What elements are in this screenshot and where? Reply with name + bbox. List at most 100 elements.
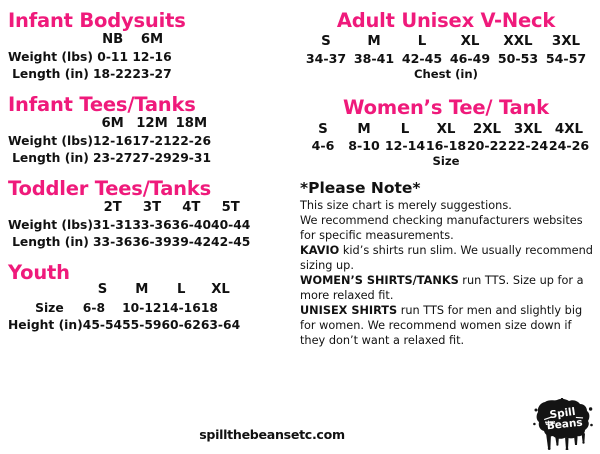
cell-value: 31-31 [92, 218, 133, 233]
note-line: We recommend checking manufacturers webs… [300, 213, 594, 243]
cell-value: 42-45 [211, 235, 251, 250]
note-line-text: run TTS for men and slightly big for wom… [300, 303, 583, 347]
cell-value: 4-6 [311, 138, 335, 154]
cell-value: 10-12 [122, 300, 162, 315]
note-line-emphasis: UNISEX SHIRTS [300, 303, 398, 317]
column-header: 5T [221, 200, 240, 216]
section-womens-tee-tank: Women’s Tee/ Tank S M L XL 2XL 3XL 4XL 4… [296, 84, 596, 170]
table-row: Weight (lbs) 0-11 12-16 [8, 49, 172, 66]
cell-value: 29-31 [171, 151, 212, 166]
website-url[interactable]: spillthebeansetc.com [199, 427, 345, 442]
cell-value: 40-44 [211, 218, 251, 233]
table-youth: S M L XL Size 6-8 10-12 14-16 18 Height … [8, 281, 240, 333]
cell-value: 50-53 [497, 50, 539, 66]
row-label: Length (in) [12, 67, 89, 82]
cell-value: 46-49 [449, 50, 491, 66]
cell-value: 54-57 [545, 50, 587, 66]
section-toddler-tees-tanks: Toddler Tees/Tanks 2T 3T 4T 5T Weight (l… [8, 169, 296, 251]
table-header-row: S M L XL [8, 281, 240, 299]
cell-value: 22-24 [507, 138, 549, 154]
cell-value: 36-39 [132, 235, 172, 250]
cell-value: 60-62 [161, 317, 201, 332]
note-line-emphasis: KAVIO [300, 243, 340, 257]
logo-text-mid: the [545, 420, 556, 427]
table-row: Length (in) 23-27 27-29 29-31 [8, 150, 211, 167]
row-label: Weight (lbs) [8, 134, 93, 149]
table-row: Weight (lbs) 31-31 33-36 36-40 40-44 [8, 217, 250, 234]
column-header: S [321, 34, 331, 50]
section-adult-unisex-vneck: Adult Unisex V-Neck S M L XL XXL 3XL 34-… [296, 0, 596, 82]
spill-the-beans-logo: Spill the Beans [532, 397, 594, 451]
row-label: Length (in) [12, 151, 89, 166]
cell-value: 39-42 [171, 235, 212, 250]
table-row: Weight (lbs) 12-16 17-21 22-26 [8, 133, 211, 150]
header-spacer [8, 115, 93, 133]
cell-value: 42-45 [401, 50, 443, 66]
row-label: Weight (lbs) [8, 218, 93, 233]
cell-value: 33-36 [132, 218, 172, 233]
section-infant-tees-tanks: Infant Tees/Tanks 6M 12M 18M Weight (lbs… [8, 85, 296, 167]
note-line-text: We recommend checking manufacturers webs… [300, 213, 583, 242]
table-row: Size 6-8 10-12 14-16 18 [8, 300, 240, 317]
header-spacer [8, 199, 93, 217]
cell-value: 22-26 [171, 134, 212, 149]
vneck-axis-label: Chest (in) [414, 66, 478, 81]
cell-value: 14-16 [161, 300, 201, 315]
column-header: 4XL [554, 121, 584, 137]
table-header-row: NB 6M [8, 31, 172, 49]
cell-value: 24-26 [548, 138, 590, 154]
vneck-header-row: S M L XL XXL 3XL [296, 34, 596, 51]
left-column: Infant Bodysuits NB 6M Weight (lbs) 0-11… [8, 0, 296, 336]
note-title: *Please Note* [300, 179, 421, 198]
column-header: L [176, 282, 186, 298]
cell-value: 27-29 [132, 151, 172, 166]
note-line: This size chart is merely suggestions. [300, 198, 594, 213]
header-spacer [8, 31, 93, 49]
row-label: Height (in) [8, 317, 83, 332]
row-label: Length (in) [12, 235, 89, 250]
cell-value: 12-14 [384, 138, 426, 154]
cell-value: 23-27 [132, 67, 172, 82]
column-header: NB [102, 32, 124, 48]
column-header: L [417, 34, 427, 50]
right-column: Adult Unisex V-Neck S M L XL XXL 3XL 34-… [296, 0, 596, 350]
column-header: M [357, 121, 371, 137]
section-please-note: *Please Note* This size chart is merely … [296, 171, 596, 348]
section-title-infant-bodysuits: Infant Bodysuits [8, 9, 186, 32]
section-title-toddler-tees-tanks: Toddler Tees/Tanks [8, 177, 212, 201]
cell-value: 12-16 [132, 50, 172, 65]
table-infant-tees-tanks: 6M 12M 18M Weight (lbs) 12-16 17-21 22-2… [8, 115, 211, 167]
section-youth: Youth S M L XL Size 6-8 10-12 14-16 18 [8, 253, 296, 333]
womens-axis-label: Size [432, 154, 460, 169]
section-title-youth: Youth [8, 261, 70, 285]
note-body: This size chart is merely suggestions. W… [296, 198, 596, 348]
logo-splatter-icon: Spill the Beans [533, 397, 593, 451]
logo-text-bottom: Beans [546, 417, 583, 433]
column-header: 12M [136, 116, 168, 132]
table-row: Length (in) 18-22 23-27 [8, 66, 172, 83]
column-header: 4T [182, 200, 201, 216]
note-line-emphasis: WOMEN’S SHIRTS/TANKS [300, 273, 459, 287]
note-line-text: run TTS. Size up for a more relaxed fit. [300, 273, 584, 302]
note-line-text: This size chart is merely suggestions. [300, 198, 512, 212]
womens-value-row: 4-6 8-10 12-14 16-18 20-22 22-24 24-26 [296, 138, 596, 154]
table-header-row: 2T 3T 4T 5T [8, 199, 250, 217]
cell-value: 6-8 [82, 300, 105, 315]
column-header: XL [436, 121, 456, 137]
table-row: Height (in) 45-54 55-59 60-62 63-64 [8, 317, 240, 334]
header-spacer [8, 281, 83, 299]
section-title-adult-unisex-vneck: Adult Unisex V-Neck [336, 9, 556, 32]
note-line: WOMEN’S SHIRTS/TANKS run TTS. Size up fo… [300, 273, 594, 303]
section-title-infant-tees-tanks: Infant Tees/Tanks [8, 93, 196, 117]
column-header: M [135, 282, 149, 298]
cell-value: 18-22 [92, 67, 133, 82]
table-infant-bodysuits: NB 6M Weight (lbs) 0-11 12-16 Length (in… [8, 31, 172, 83]
logo-text-top: Spill [549, 406, 576, 421]
cell-value: 17-21 [132, 134, 172, 149]
cell-value: 55-59 [122, 317, 162, 332]
cell-value: 23-27 [92, 151, 133, 166]
column-header: 6M [101, 116, 124, 132]
cell-value: 0-11 [97, 50, 129, 65]
table-header-row: 6M 12M 18M [8, 115, 211, 133]
section-infant-bodysuits: Infant Bodysuits NB 6M Weight (lbs) 0-11… [8, 0, 296, 83]
